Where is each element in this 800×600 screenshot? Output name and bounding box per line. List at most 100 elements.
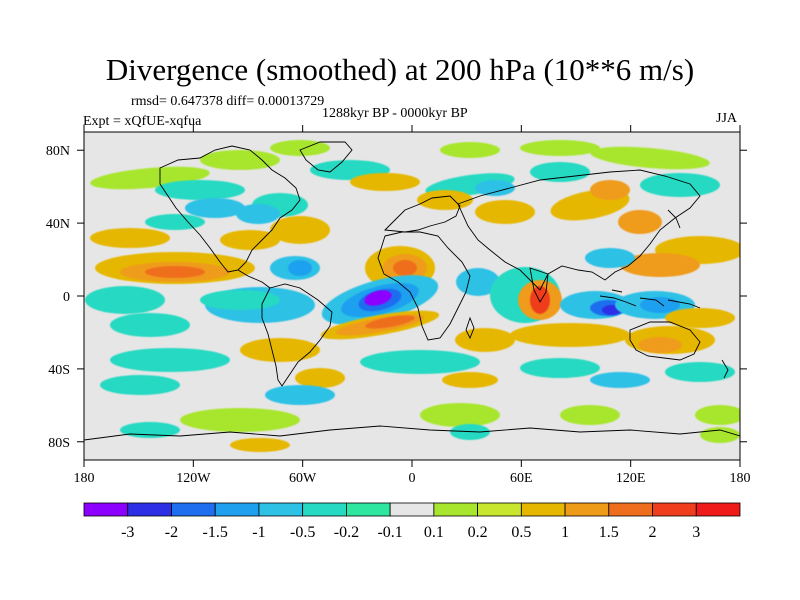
colorbar-label: -0.2 <box>334 524 359 541</box>
coastlines <box>84 141 740 441</box>
colorbar-swatch <box>345 502 391 517</box>
field-blob <box>85 286 165 314</box>
field-blob <box>220 230 280 250</box>
field-blob <box>180 408 300 432</box>
field-blob <box>364 290 392 306</box>
lon-tick-label: 0 <box>409 471 416 486</box>
field-blob <box>640 297 680 313</box>
field-blob <box>350 173 420 191</box>
field-blob <box>155 180 245 200</box>
field-blob <box>100 375 180 395</box>
field-blob <box>585 248 635 268</box>
field-blob <box>590 146 710 170</box>
lon-tick-label: 120E <box>616 471 646 486</box>
colorbar-swatch <box>127 502 172 517</box>
colorbar-label: -1.5 <box>203 524 228 541</box>
field-blob <box>393 260 417 276</box>
field-blob <box>475 200 535 224</box>
period-label: 1288kyr BP - 0000kyr BP <box>322 106 468 121</box>
field-blob <box>230 438 290 452</box>
colorbar-swatch <box>608 502 653 517</box>
field-blob <box>665 308 735 328</box>
coastline-segment <box>384 195 461 233</box>
field-blob <box>236 204 280 224</box>
colorbar-label: 2 <box>649 524 657 541</box>
field-blob <box>665 362 735 382</box>
coastline-segment <box>261 283 333 387</box>
colorbar-label: 1 <box>561 524 569 541</box>
field-blob <box>520 358 600 378</box>
colorbar-label: -1 <box>252 524 265 541</box>
field-blob <box>145 214 205 230</box>
field-blob <box>185 198 245 218</box>
colorbar-label: 0.1 <box>424 524 444 541</box>
colorbar-label: -0.1 <box>377 524 402 541</box>
field-blob <box>417 190 473 210</box>
colorbar-swatch <box>695 502 741 517</box>
field-blob <box>360 350 480 374</box>
field-blob <box>265 385 335 405</box>
field-blob <box>110 313 190 337</box>
field-blob <box>240 338 320 362</box>
coastline-segment <box>529 267 549 303</box>
field-blob <box>200 290 280 310</box>
season-label: JJA <box>716 111 738 126</box>
colorbar-label: 3 <box>692 524 700 541</box>
lat-tick-label: 40N <box>46 217 70 232</box>
lon-tick-label: 60E <box>510 471 533 486</box>
colorbar-swatch <box>433 502 479 517</box>
coastline-segment <box>721 359 729 379</box>
field-blob <box>510 323 630 347</box>
colorbar-label: -0.5 <box>290 524 315 541</box>
lat-tick-label: 0 <box>63 290 70 305</box>
colorbar-label: 1.5 <box>599 524 619 541</box>
field-blob <box>288 260 312 276</box>
field-blob <box>295 368 345 388</box>
colorbar-label: 0.2 <box>468 524 488 541</box>
colorbar-swatch <box>520 502 566 517</box>
field-blob <box>90 228 170 248</box>
lon-tick-label: 180 <box>74 471 95 486</box>
colorbar-swatch <box>214 502 260 517</box>
experiment-label: Expt = xQfUE-xqfua <box>83 114 202 129</box>
coastline-segment <box>599 289 701 309</box>
lon-tick-label: 60W <box>289 471 317 486</box>
field-blob <box>110 348 230 372</box>
field-blob <box>590 372 650 388</box>
field-blob <box>420 403 500 427</box>
coastline-segment <box>457 169 701 291</box>
coastline-segment <box>237 269 271 289</box>
coastline-segment <box>299 141 353 173</box>
colorbar-label: -3 <box>121 524 134 541</box>
colorbar: -3 -2 -1.5 -1 -0.5 -0.2 -0.1 0.1 0.2 0.5 1 1.5 2 3 <box>83 502 741 541</box>
field-blob <box>638 337 682 353</box>
colorbar-swatch <box>83 502 129 517</box>
colorbar-swatch <box>564 502 610 517</box>
lat-tick-label: 80N <box>46 144 70 159</box>
colorbar-swatch <box>477 502 522 517</box>
field-blob <box>442 372 498 388</box>
coastline-segment <box>667 209 681 229</box>
field-blob <box>270 216 330 244</box>
coastline-segment <box>377 231 471 341</box>
stats-text: rmsd= 0.647378 diff= 0.00013729 <box>131 94 325 109</box>
field-blob <box>200 150 280 170</box>
field-blob <box>365 315 415 329</box>
colorbar-label: -2 <box>165 524 178 541</box>
colorbar-swatch <box>171 502 216 517</box>
lon-tick-label: 180 <box>730 471 751 486</box>
field-blob <box>530 162 590 182</box>
field-blob <box>440 142 500 158</box>
field-blob <box>618 210 662 234</box>
field-blob <box>520 140 600 156</box>
field-blob <box>455 328 515 352</box>
field-blob <box>695 405 740 425</box>
field-blob <box>700 427 740 443</box>
field-blob <box>640 173 720 197</box>
field-blob <box>145 266 205 278</box>
field-blob <box>620 253 700 277</box>
colorbar-swatch <box>389 502 435 517</box>
lat-tick-label: 80S <box>48 436 70 451</box>
colorbar-label: 0.5 <box>511 524 531 541</box>
